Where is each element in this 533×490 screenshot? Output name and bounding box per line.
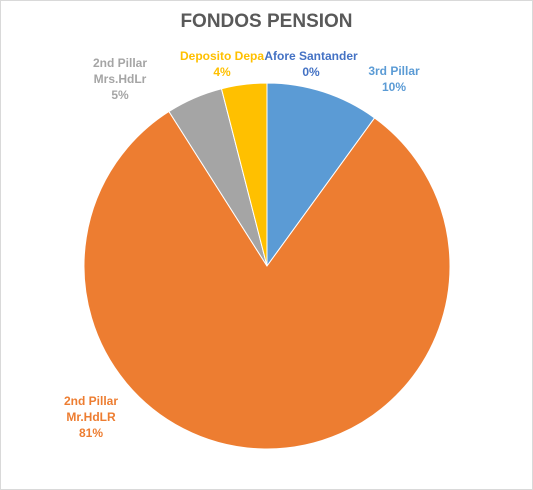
slice-label: 3rd Pillar bbox=[368, 64, 420, 78]
pie-slice bbox=[266, 82, 376, 268]
slice-value-label: 4% bbox=[213, 65, 231, 79]
slice-label: Deposito Depa bbox=[179, 49, 265, 63]
slice-value-label: 5% bbox=[111, 88, 129, 102]
slice-label: 2nd Pillar Mr.HdLR bbox=[63, 394, 119, 424]
slice-value-label: 10% bbox=[381, 80, 407, 94]
slice-value-label: 81% bbox=[78, 426, 104, 440]
pie-slice bbox=[83, 110, 451, 450]
slice-label: 2nd Pillar Mrs.HdLr bbox=[92, 56, 148, 86]
chart-title: FONDOS PENSION bbox=[180, 11, 353, 32]
slice-value-label: 0% bbox=[302, 65, 320, 79]
pie-slice bbox=[220, 82, 268, 267]
slice-label: Afore Santander bbox=[264, 49, 358, 63]
